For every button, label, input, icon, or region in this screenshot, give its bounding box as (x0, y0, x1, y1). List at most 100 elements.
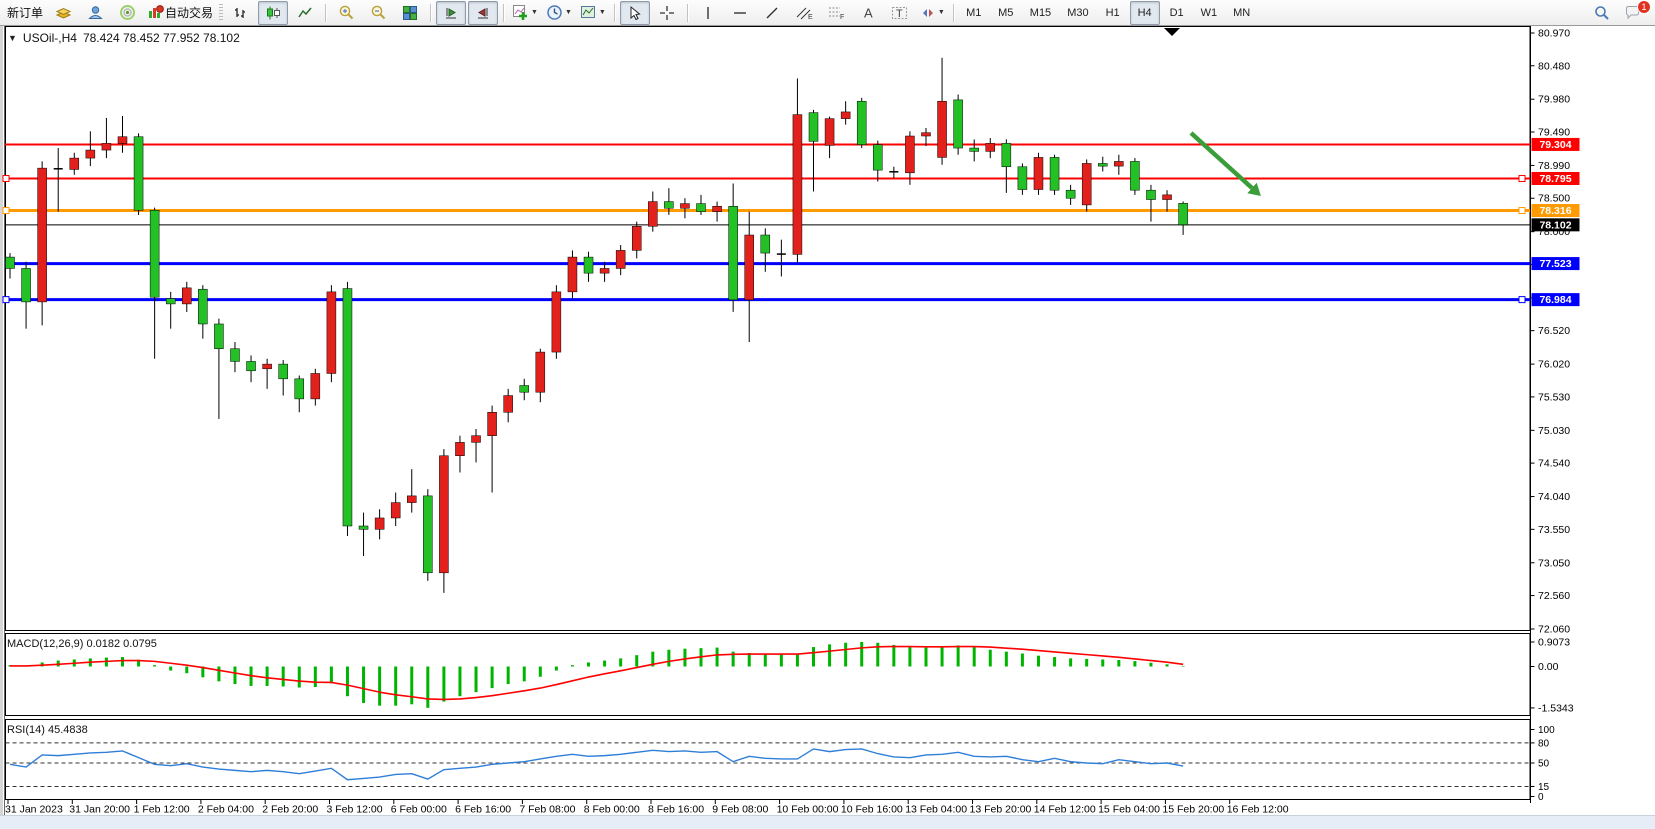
metaeditor-icon (55, 4, 72, 21)
candle (664, 188, 674, 215)
date-tick-label: 31 Jan 20:00 (69, 804, 130, 816)
candle (937, 57, 947, 165)
line-drag-handle[interactable] (1518, 296, 1526, 304)
candle (487, 405, 497, 493)
timeframe-w1-button[interactable]: W1 (1194, 1, 1225, 25)
candle (728, 183, 738, 312)
candle (214, 318, 224, 419)
line-drag-handle[interactable] (2, 207, 10, 215)
signals-button[interactable] (112, 1, 142, 25)
line-drag-handle[interactable] (1518, 207, 1526, 215)
tile-windows-button[interactable] (395, 1, 425, 25)
horizontal-line-button[interactable] (725, 1, 755, 25)
line-drag-handle[interactable] (2, 174, 10, 182)
candle (101, 117, 112, 159)
candlestick-chart-button[interactable] (258, 0, 289, 25)
templates-button[interactable]: ▼ (577, 1, 609, 25)
candle (776, 239, 786, 277)
timeframe-h1-button[interactable]: H1 (1098, 1, 1128, 25)
candle (969, 139, 979, 162)
symbol-dropdown-icon[interactable]: ▼ (8, 33, 17, 43)
chart-shift-marker[interactable] (1164, 28, 1180, 36)
price-tick-label: 79.980 (1538, 94, 1570, 106)
fibonacci-button[interactable]: F (821, 1, 851, 25)
cursor-icon (627, 5, 643, 21)
notifications-button[interactable]: 1 (1618, 0, 1651, 25)
candle (85, 131, 96, 167)
date-tick-label: 10 Feb 16:00 (841, 804, 903, 816)
svg-text:77.523: 77.523 (1539, 258, 1571, 270)
price-tick-label: 73.050 (1538, 557, 1570, 569)
chart-shift-button[interactable] (468, 0, 499, 25)
timeframe-h4-button[interactable]: H4 (1129, 0, 1160, 25)
price-line-label: 76.984 (1531, 293, 1580, 307)
autotrading-button[interactable]: 自动交易 (144, 1, 216, 25)
zoom-in-button[interactable] (331, 1, 361, 25)
text-label-button[interactable]: T (885, 1, 915, 25)
price-axis: 80.97080.48079.98079.49078.99078.50078.0… (1530, 28, 1570, 636)
autotrading-icon (147, 4, 165, 21)
vertical-line-button[interactable] (693, 1, 723, 25)
line-drag-handle[interactable] (2, 296, 10, 304)
text-button[interactable]: A (853, 1, 883, 25)
timeframe-m1-button[interactable]: M1 (959, 1, 989, 25)
timeframe-label: D1 (1169, 6, 1184, 19)
date-tick-label: 8 Feb 00:00 (584, 804, 640, 816)
auto-scroll-button[interactable] (436, 0, 467, 25)
text-label-icon: T (891, 5, 908, 21)
candle (294, 375, 305, 413)
search-button[interactable] (1586, 1, 1616, 25)
annotation-arrow[interactable] (1189, 131, 1261, 197)
timeframe-m5-button[interactable]: M5 (991, 1, 1021, 25)
community-button[interactable] (80, 1, 110, 25)
macd-signal-line (10, 645, 1184, 701)
candle (5, 253, 15, 279)
line-drag-handle[interactable] (1518, 174, 1526, 182)
candle (615, 245, 626, 276)
svg-text:78.316: 78.316 (1539, 205, 1571, 217)
crosshair-button[interactable] (652, 1, 682, 25)
add-indicator-icon (512, 4, 529, 21)
timeframe-label: M5 (998, 6, 1014, 19)
trendline-button[interactable] (757, 1, 787, 25)
candle (455, 435, 465, 473)
timeframe-mn-button[interactable]: MN (1226, 1, 1257, 25)
templates-icon (580, 4, 597, 21)
cursor-button[interactable] (619, 0, 650, 25)
candle (583, 251, 594, 282)
macd-pane: 0.9073 0.00 -1.5343 (8, 637, 1574, 714)
channel-button[interactable]: E (789, 1, 819, 25)
bar-chart-button[interactable] (226, 1, 256, 25)
rsi-pane-frame (5, 719, 1531, 800)
timeframe-d1-button[interactable]: D1 (1162, 1, 1192, 25)
rsi-tick-label: 100 (1538, 725, 1555, 736)
main-pane-frame (5, 26, 1531, 631)
svg-text:79.304: 79.304 (1539, 139, 1571, 151)
zoom-in-icon (338, 4, 355, 21)
macd-tick-label: 0.9073 (1538, 637, 1570, 649)
chart-title-symbol: USOil-,H4 (22, 31, 77, 45)
candle (262, 358, 272, 389)
price-line-label: 78.316 (1531, 204, 1580, 218)
rsi-tick-label: 0 (1538, 792, 1544, 803)
price-tick-label: 74.040 (1538, 491, 1570, 503)
new-order-button[interactable]: 新订单 (4, 1, 46, 25)
line-chart-button[interactable] (290, 1, 320, 25)
arrows-button[interactable]: ▼ (917, 1, 948, 25)
candle (889, 166, 899, 179)
candle (198, 285, 208, 339)
add-indicator-button[interactable]: ▼ (509, 1, 541, 25)
candle (1130, 158, 1140, 195)
candle (599, 261, 610, 282)
timeframe-m15-button[interactable]: M15 (1023, 1, 1058, 25)
rsi-tick-label: 15 (1538, 782, 1550, 793)
metaeditor-button[interactable] (48, 1, 78, 25)
candle (1017, 163, 1028, 195)
zoom-out-button[interactable] (363, 1, 393, 25)
price-tick-label: 76.020 (1538, 359, 1570, 371)
periods-clock-button[interactable]: ▼ (543, 1, 575, 25)
candle (985, 138, 996, 159)
chart-canvas[interactable]: 80.97080.48079.98079.49078.99078.50078.0… (0, 26, 1655, 828)
price-line-label: 78.795 (1531, 171, 1580, 185)
timeframe-m30-button[interactable]: M30 (1060, 1, 1095, 25)
